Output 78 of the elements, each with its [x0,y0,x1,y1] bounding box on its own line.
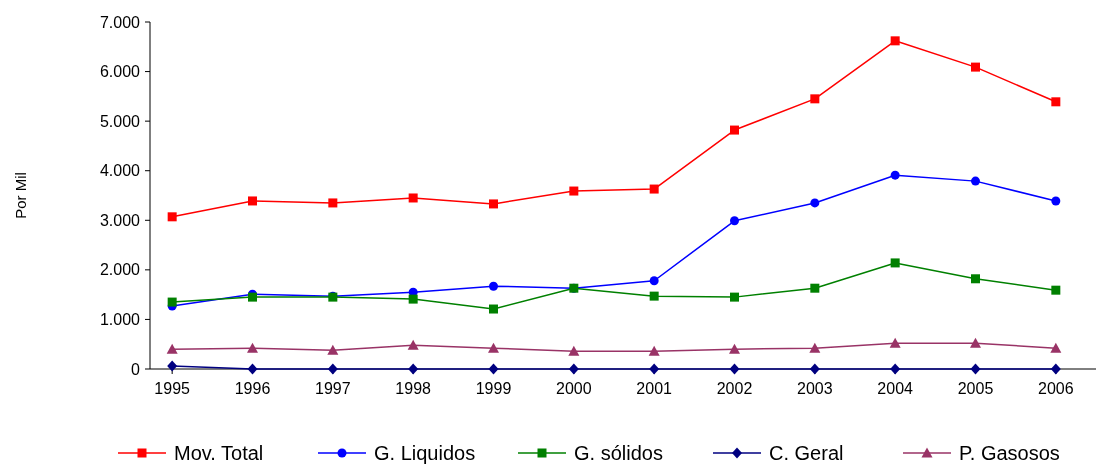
point [810,283,820,293]
point [489,304,498,314]
x-tick-label: 2000 [556,380,592,397]
point [889,337,901,348]
x-tick-label: 2003 [797,380,833,397]
point [649,291,659,301]
y-tick-label: 0 [131,360,141,378]
y-tick-label: 7.000 [99,13,141,31]
point [729,343,740,354]
x-tick-label: 2004 [877,380,914,397]
point [327,344,339,355]
point [730,125,739,135]
y-tick-label: 5.000 [99,112,141,130]
x-tick-label: 1996 [234,380,271,397]
y-tick-label: 3.000 [99,211,141,229]
point [890,258,900,268]
y-tick-label: 2.000 [99,261,141,279]
point [970,363,981,375]
point [1051,97,1061,107]
point [568,345,580,356]
point [408,294,418,304]
point [729,363,740,375]
point [1051,196,1061,206]
legend-label: G. Liquidos [374,442,476,464]
point [247,363,258,375]
point [1050,363,1061,375]
point [648,345,660,356]
x-tick-label: 2006 [1038,380,1074,397]
legend-label: Mov. Total [174,442,264,464]
legend-label: G. sólidos [574,442,663,464]
point [730,216,739,226]
point [167,360,178,372]
point [730,292,739,302]
point [809,363,820,375]
point [568,363,579,375]
point [810,198,820,208]
y-tick-label: 4.000 [99,162,141,180]
point [890,363,901,375]
legend-label: P. Gasosos [959,442,1060,464]
point [649,363,660,375]
x-tick-label: 2001 [636,380,673,397]
point [971,274,980,284]
point [649,184,659,194]
point [488,363,499,375]
point [488,342,499,353]
point [971,62,980,72]
point [166,343,178,354]
point [971,176,980,186]
point [810,94,820,104]
point [890,170,900,180]
point [1051,285,1061,295]
point [489,281,498,291]
x-tick-label: 1995 [154,380,191,397]
y-tick-label: 6.000 [99,63,141,81]
point [1050,342,1062,353]
y-axis-title: Por Mil [12,172,29,219]
point [408,193,418,203]
legend-label: C. Geral [769,442,844,464]
point [248,196,257,206]
x-tick-label: 1999 [475,380,512,397]
y-tick-label: 1.000 [99,311,141,329]
point [970,337,981,348]
x-tick-label: 1997 [315,380,351,397]
x-tick-label: 2005 [957,380,994,397]
point [890,36,900,46]
point [569,186,579,196]
point [167,297,177,307]
point [649,276,659,286]
point [809,342,821,353]
x-tick-label: 2002 [716,380,753,397]
point [327,363,338,375]
point [328,198,338,208]
point [489,199,498,209]
point [247,342,258,353]
x-tick-label: 1998 [395,380,432,397]
point [167,212,177,222]
point [407,339,419,350]
point [408,363,419,375]
